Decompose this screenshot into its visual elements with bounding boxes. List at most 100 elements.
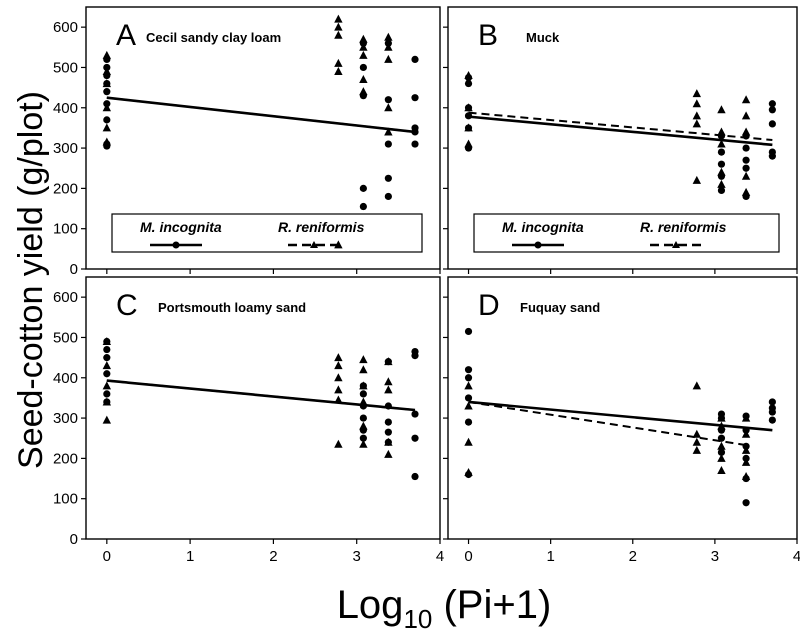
panel-letter: A xyxy=(116,19,136,52)
data-point xyxy=(359,434,367,442)
x-tick-label: 2 xyxy=(629,548,637,565)
data-point xyxy=(411,410,419,418)
data-point xyxy=(334,439,343,448)
data-point xyxy=(692,437,702,446)
data-point xyxy=(359,390,367,398)
data-point xyxy=(768,106,776,114)
data-point xyxy=(741,457,751,466)
data-point xyxy=(359,397,368,406)
data-point xyxy=(384,32,393,41)
data-point xyxy=(692,99,702,108)
data-point xyxy=(742,164,750,172)
data-point xyxy=(464,112,473,120)
data-point xyxy=(384,418,392,426)
x-axis-label-rest: (Pi+1) xyxy=(432,583,551,627)
regression-line-reniformis xyxy=(106,96,416,133)
x-tick-label: 2 xyxy=(269,548,277,565)
data-point xyxy=(464,71,473,80)
regression-line-reniformis xyxy=(468,400,747,447)
x-tick-label: 0 xyxy=(103,548,111,565)
data-point xyxy=(741,127,751,136)
data-point xyxy=(102,103,112,112)
series-r-reniformis xyxy=(102,14,393,249)
data-point xyxy=(384,96,392,104)
data-point xyxy=(384,54,393,63)
data-point xyxy=(359,365,368,374)
data-point xyxy=(741,445,751,454)
y-tick-label: 600 xyxy=(53,19,78,36)
data-point xyxy=(334,361,343,370)
series-r-reniformis xyxy=(464,381,751,481)
data-point xyxy=(103,390,111,398)
data-point xyxy=(464,139,473,148)
x-axis-label: Log10 (Pi+1) xyxy=(337,583,552,631)
data-point xyxy=(464,401,473,410)
data-point xyxy=(717,421,726,430)
series-m-incognita xyxy=(103,337,419,481)
data-point xyxy=(464,327,473,336)
data-point xyxy=(717,434,726,442)
data-point xyxy=(384,174,392,182)
data-point xyxy=(102,137,112,146)
y-tick-label: 100 xyxy=(53,221,78,238)
data-point xyxy=(464,366,473,374)
panel-c: 0 100 200 300 400 500 600 0 1 2 3 4 C Portsmouth loam… xyxy=(53,276,444,565)
data-point xyxy=(692,111,702,120)
data-point xyxy=(464,418,473,426)
data-point xyxy=(464,123,473,132)
legend-entry-label: M. incognita xyxy=(502,219,584,235)
y-tick-label: 0 xyxy=(70,261,78,278)
data-point xyxy=(717,167,726,176)
data-point xyxy=(411,434,419,442)
x-axis-label-main: Log xyxy=(337,583,404,627)
data-point xyxy=(334,385,343,394)
data-point xyxy=(411,55,419,64)
panel-title: Portsmouth loamy sand xyxy=(158,300,306,315)
data-point xyxy=(411,140,419,148)
data-point xyxy=(359,202,367,211)
data-point xyxy=(384,140,392,148)
regression-line-reniformis xyxy=(106,379,416,412)
data-point xyxy=(334,395,343,404)
data-point xyxy=(384,127,393,136)
data-point xyxy=(102,397,112,406)
legend-entry-label: R. reniformis xyxy=(278,219,365,235)
data-point xyxy=(411,472,419,481)
data-point xyxy=(741,429,751,438)
data-point xyxy=(741,413,751,422)
panel-a: 0 100 200 300 400 500 600 A Cecil sandy clay loa… xyxy=(53,6,441,278)
y-tick-label: 0 xyxy=(70,531,78,548)
data-point xyxy=(384,192,392,201)
y-tick-label: 300 xyxy=(53,410,78,427)
data-point xyxy=(742,144,750,152)
panel-frame xyxy=(447,6,798,270)
data-point xyxy=(741,187,751,196)
data-point xyxy=(102,415,112,424)
panel-d: 0 1 2 3 4 D Fuquay sand xyxy=(443,276,800,565)
y-tick-label: 600 xyxy=(53,289,78,306)
data-point xyxy=(717,186,726,194)
data-point xyxy=(717,465,726,474)
data-point xyxy=(384,377,393,386)
data-point xyxy=(384,402,392,410)
data-point xyxy=(411,128,419,136)
data-point xyxy=(717,160,726,168)
data-point xyxy=(384,385,393,394)
regression-line-incognita xyxy=(468,400,773,432)
legend-entry-marker xyxy=(172,241,180,249)
x-tick-label: 1 xyxy=(546,548,554,565)
series-r-reniformis xyxy=(464,71,751,196)
data-point xyxy=(464,374,473,382)
data-point xyxy=(103,88,111,96)
data-point xyxy=(741,95,751,104)
data-point xyxy=(741,111,751,120)
data-point xyxy=(717,441,726,450)
y-tick-label: 300 xyxy=(53,140,78,157)
y-tick-label: 400 xyxy=(53,370,78,387)
data-point xyxy=(359,355,368,364)
data-point xyxy=(742,499,750,507)
panel-title: Fuquay sand xyxy=(520,300,600,315)
data-point xyxy=(359,184,367,192)
